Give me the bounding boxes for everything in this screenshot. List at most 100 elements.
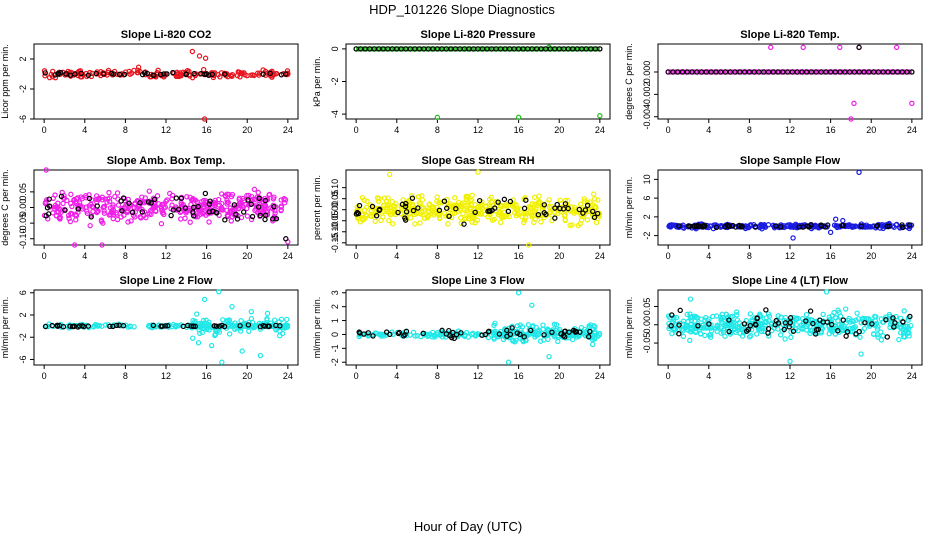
data-point bbox=[854, 310, 860, 316]
data-point bbox=[50, 68, 56, 75]
data-point bbox=[803, 311, 810, 318]
data-point bbox=[255, 189, 261, 196]
data-point bbox=[712, 222, 719, 228]
data-point bbox=[581, 46, 587, 52]
x-tick-label: 24 bbox=[595, 251, 605, 261]
x-tick-label: 12 bbox=[473, 251, 483, 261]
data-point bbox=[578, 217, 585, 223]
x-tick-label: 8 bbox=[435, 251, 440, 261]
data-point bbox=[838, 323, 845, 329]
data-point bbox=[420, 212, 426, 218]
data-point bbox=[183, 71, 189, 78]
data-point bbox=[250, 72, 256, 78]
data-point bbox=[245, 197, 251, 203]
data-point bbox=[808, 222, 814, 228]
data-point bbox=[137, 214, 143, 220]
data-point bbox=[691, 69, 697, 75]
data-point bbox=[232, 320, 238, 326]
data-point bbox=[75, 206, 82, 212]
data-point bbox=[592, 324, 598, 330]
data-point bbox=[57, 214, 63, 220]
data-point bbox=[552, 334, 558, 340]
data-point bbox=[793, 223, 800, 230]
plot-frame bbox=[33, 43, 299, 120]
y-tick-label: -1 bbox=[330, 344, 340, 352]
data-point bbox=[132, 200, 138, 206]
data-point bbox=[594, 46, 600, 52]
data-point bbox=[54, 322, 60, 329]
data-point bbox=[886, 223, 892, 229]
data-point bbox=[840, 317, 846, 323]
data-point bbox=[402, 212, 409, 218]
y-tick-label: 2 bbox=[18, 56, 28, 61]
data-point bbox=[692, 329, 699, 336]
data-point bbox=[240, 209, 247, 215]
data-point bbox=[244, 213, 251, 219]
data-point bbox=[901, 69, 907, 75]
data-point bbox=[850, 318, 857, 325]
data-point bbox=[869, 321, 875, 327]
data-point bbox=[173, 324, 179, 330]
y-tick-label: 0.05 bbox=[330, 190, 340, 208]
data-point bbox=[576, 206, 583, 213]
x-tick-label: 4 bbox=[706, 251, 711, 261]
y-tick-label: -0.05 bbox=[330, 210, 340, 231]
data-point bbox=[107, 211, 114, 218]
data-point bbox=[537, 200, 543, 206]
data-point bbox=[222, 217, 228, 223]
data-point bbox=[696, 223, 703, 229]
data-point bbox=[86, 203, 92, 209]
data-point bbox=[719, 319, 725, 326]
data-point bbox=[245, 322, 252, 328]
data-point bbox=[834, 223, 840, 229]
x-tick-label: 12 bbox=[785, 125, 795, 135]
data-point bbox=[724, 222, 730, 228]
panel-6: Slope Sample Flow ml/min per min. 0 4 8 12 16 2… bbox=[624, 155, 923, 261]
data-point bbox=[262, 216, 268, 223]
data-point bbox=[235, 69, 241, 75]
data-point bbox=[821, 69, 827, 75]
data-point bbox=[231, 202, 238, 208]
data-point bbox=[101, 210, 108, 216]
data-point bbox=[514, 46, 520, 52]
data-point bbox=[581, 198, 588, 204]
data-point bbox=[831, 222, 838, 228]
data-point bbox=[131, 67, 137, 74]
data-point bbox=[581, 196, 588, 202]
data-point bbox=[150, 322, 157, 329]
data-point bbox=[409, 195, 416, 201]
data-point bbox=[531, 201, 537, 208]
y-tick-label: -2 bbox=[18, 333, 28, 341]
data-point bbox=[763, 315, 769, 321]
data-point bbox=[584, 199, 591, 206]
data-point bbox=[787, 319, 793, 326]
data-point bbox=[491, 336, 497, 342]
data-point bbox=[734, 312, 740, 318]
data-point bbox=[256, 204, 262, 210]
data-point bbox=[423, 46, 429, 52]
data-point bbox=[376, 207, 382, 214]
data-point bbox=[753, 322, 759, 328]
data-point bbox=[86, 195, 93, 202]
data-point bbox=[239, 202, 245, 209]
data-point bbox=[847, 325, 853, 332]
data-point bbox=[557, 205, 563, 212]
data-point bbox=[501, 196, 508, 203]
data-point bbox=[146, 188, 153, 194]
data-point bbox=[597, 113, 603, 119]
data-point bbox=[877, 222, 883, 228]
data-point bbox=[672, 326, 678, 332]
data-point bbox=[221, 323, 228, 330]
data-point bbox=[113, 209, 120, 216]
data-point bbox=[509, 46, 515, 52]
x-tick-label: 20 bbox=[554, 371, 564, 381]
data-point bbox=[161, 71, 167, 77]
data-point bbox=[399, 201, 406, 208]
y-tick-label: -0.004 bbox=[642, 104, 652, 130]
data-point bbox=[754, 315, 760, 321]
data-point bbox=[718, 330, 724, 336]
data-point bbox=[453, 206, 459, 212]
data-point bbox=[272, 210, 278, 216]
x-tick-label: 0 bbox=[354, 371, 359, 381]
